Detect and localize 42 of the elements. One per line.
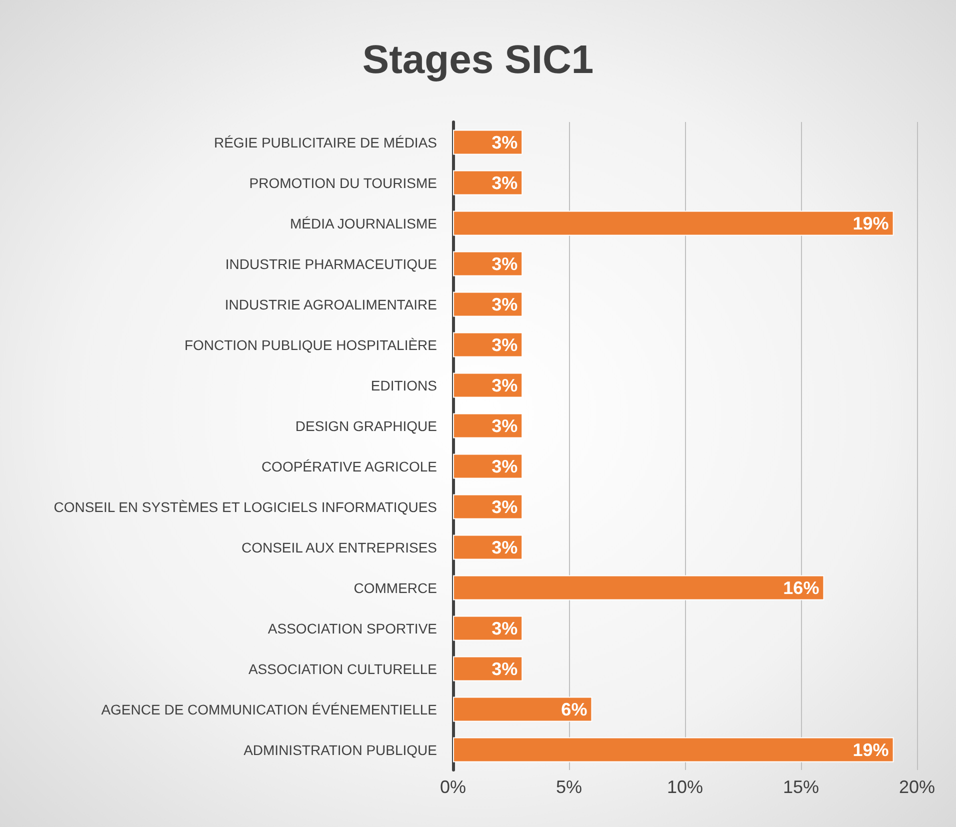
y-tick-label: AGENCE DE COMMUNICATION ÉVÉNEMENTIELLE: [101, 701, 437, 718]
x-tick-label: 0%: [440, 777, 466, 797]
data-label: 19%: [852, 213, 889, 234]
y-tick-label: ADMINISTRATION PUBLIQUE: [244, 742, 437, 758]
x-tick-label: 10%: [666, 777, 704, 797]
y-tick-label: DESIGN GRAPHIQUE: [295, 418, 437, 434]
data-label: 16%: [783, 578, 820, 598]
data-label: 3%: [492, 254, 518, 274]
y-tick-label: EDITIONS: [370, 377, 437, 394]
y-tick-label: ASSOCIATION SPORTIVE: [268, 620, 437, 636]
y-tick-label: PROMOTION DU TOURISME: [249, 174, 437, 191]
x-tick-label: 15%: [782, 777, 820, 797]
data-label: 3%: [492, 456, 518, 476]
data-label: 3%: [492, 416, 518, 436]
y-tick-label: CONSEIL EN SYSTÈMES ET LOGICIELS INFORMATIQUES: [54, 498, 437, 515]
y-tick-label: COMMERCE: [354, 580, 437, 596]
y-tick-label: FONCTION PUBLIQUE HOSPITALIÈRE: [184, 336, 437, 353]
data-label: 3%: [492, 496, 518, 517]
x-tick-label: 5%: [556, 777, 582, 797]
data-label: 3%: [492, 618, 518, 638]
bar: [453, 737, 894, 762]
y-tick-label: CONSEIL AUX ENTREPRISES: [241, 539, 437, 556]
bar: [453, 696, 592, 722]
y-tick-label: MÉDIA JOURNALISME: [290, 215, 437, 232]
y-tick-label: INDUSTRIE PHARMACEUTIQUE: [225, 256, 437, 272]
data-label: 3%: [492, 132, 518, 152]
data-label: 3%: [492, 334, 518, 355]
data-label: 3%: [492, 172, 518, 193]
y-tick-label: RÉGIE PUBLICITAIRE DE MÉDIAS: [214, 134, 437, 150]
data-label: 3%: [492, 658, 518, 679]
chart-title: Stages SIC1: [362, 38, 594, 82]
y-tick-label: ASSOCIATION CULTURELLE: [248, 660, 437, 677]
x-tick-label: 20%: [898, 777, 936, 797]
y-tick-label: COOPÉRATIVE AGRICOLE: [261, 458, 437, 474]
data-label: 19%: [852, 740, 889, 760]
y-tick-label: INDUSTRIE AGROALIMENTAIRE: [224, 296, 437, 312]
data-label: 3%: [492, 294, 518, 314]
data-label: 6%: [561, 699, 588, 720]
bar: [453, 575, 824, 600]
data-label: 3%: [492, 375, 518, 396]
bar: [453, 210, 894, 236]
data-label: 3%: [492, 537, 518, 558]
